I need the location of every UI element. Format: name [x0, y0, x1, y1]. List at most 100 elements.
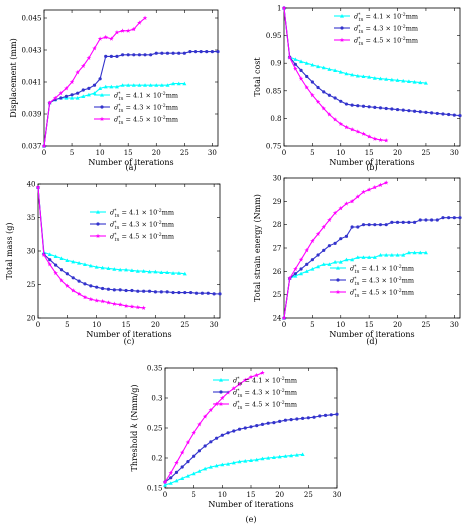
data-point [197, 469, 202, 473]
data-point [287, 55, 292, 60]
data-point [299, 68, 303, 72]
data-point [344, 102, 349, 106]
y-tick-label: 0.045 [21, 15, 41, 23]
data-point [390, 220, 394, 224]
data-point [260, 422, 265, 426]
series-line-3 [37, 187, 144, 309]
data-point [452, 113, 456, 117]
y-tick-label: 0.35 [147, 365, 163, 373]
data-point [71, 259, 76, 264]
legend-label: d* tn = 4.3 × 10-2mm [114, 103, 178, 114]
data-point [81, 88, 85, 92]
data-point [120, 83, 125, 87]
data-point [373, 223, 377, 227]
data-point [64, 94, 69, 98]
legend-label: d* tn = 4.1 × 10-2mm [233, 376, 297, 387]
data-point [168, 481, 173, 485]
data-point [355, 73, 360, 78]
data-point [407, 109, 411, 113]
data-point [441, 216, 445, 220]
x-tick-label: 15 [122, 321, 131, 329]
data-point [350, 72, 355, 77]
data-point [395, 78, 400, 82]
data-point [212, 292, 216, 296]
data-point [441, 112, 445, 116]
data-point [59, 268, 64, 272]
data-point [58, 90, 64, 96]
y-tick-label: 25 [27, 281, 36, 289]
data-point [418, 110, 422, 114]
data-point [401, 220, 405, 224]
data-point [153, 269, 158, 274]
data-point [401, 78, 406, 83]
y-tick-label: 1 [277, 5, 281, 13]
data-point [301, 416, 305, 420]
y-tick-label: 0.9 [270, 60, 281, 68]
data-point [41, 252, 47, 257]
legend-marker [336, 266, 340, 270]
data-point [378, 253, 383, 257]
data-point [92, 83, 97, 87]
series-line-1 [37, 187, 185, 275]
data-point [339, 237, 343, 241]
data-point [197, 449, 201, 453]
data-point [76, 291, 82, 296]
x-tick-label: 20 [393, 149, 402, 157]
legend-label: d* tn = 4.1 × 10-2mm [354, 12, 418, 23]
data-point [395, 107, 400, 112]
data-point [318, 414, 322, 418]
data-point [333, 68, 338, 72]
data-point [69, 79, 75, 84]
data-point [35, 184, 41, 190]
data-point [378, 76, 383, 81]
y-tick-label: 0.041 [21, 79, 41, 87]
data-point [159, 270, 164, 275]
data-point [54, 263, 58, 267]
x-tick-label: 25 [304, 491, 313, 499]
data-point [169, 476, 173, 480]
data-point [117, 302, 123, 307]
data-point [154, 83, 159, 87]
data-point [174, 478, 179, 483]
data-point [199, 50, 203, 54]
data-point [92, 46, 97, 51]
data-point [321, 65, 326, 70]
data-point [430, 111, 434, 115]
x-tick-label: 20 [152, 149, 161, 157]
data-point [88, 296, 94, 302]
data-point [447, 112, 451, 117]
data-point [141, 305, 146, 310]
data-point [327, 244, 332, 248]
data-point [350, 103, 354, 107]
data-point [406, 79, 411, 84]
data-point [338, 205, 344, 211]
data-point [418, 80, 423, 85]
data-point [293, 274, 298, 278]
data-point [322, 90, 326, 94]
data-point [338, 70, 343, 74]
data-point [109, 84, 114, 89]
data-point [287, 275, 292, 281]
legend-label: d* tn = 4.5 × 10-2mm [354, 36, 418, 47]
data-point [395, 220, 400, 224]
x-tick-label: 15 [365, 321, 374, 329]
data-point [165, 83, 170, 87]
data-point [367, 105, 371, 109]
data-point [356, 225, 360, 229]
data-point [254, 372, 260, 378]
data-point [339, 99, 343, 103]
data-point [88, 263, 93, 268]
plot-frame [283, 177, 461, 319]
data-point [430, 218, 434, 222]
data-point [200, 291, 204, 295]
data-point [197, 422, 202, 427]
series-line-2 [164, 413, 338, 483]
data-point [185, 474, 190, 478]
data-point [283, 418, 287, 422]
data-point [147, 269, 152, 274]
data-point [372, 76, 377, 80]
data-point [81, 63, 86, 68]
x-tick-label: 20 [275, 491, 284, 499]
